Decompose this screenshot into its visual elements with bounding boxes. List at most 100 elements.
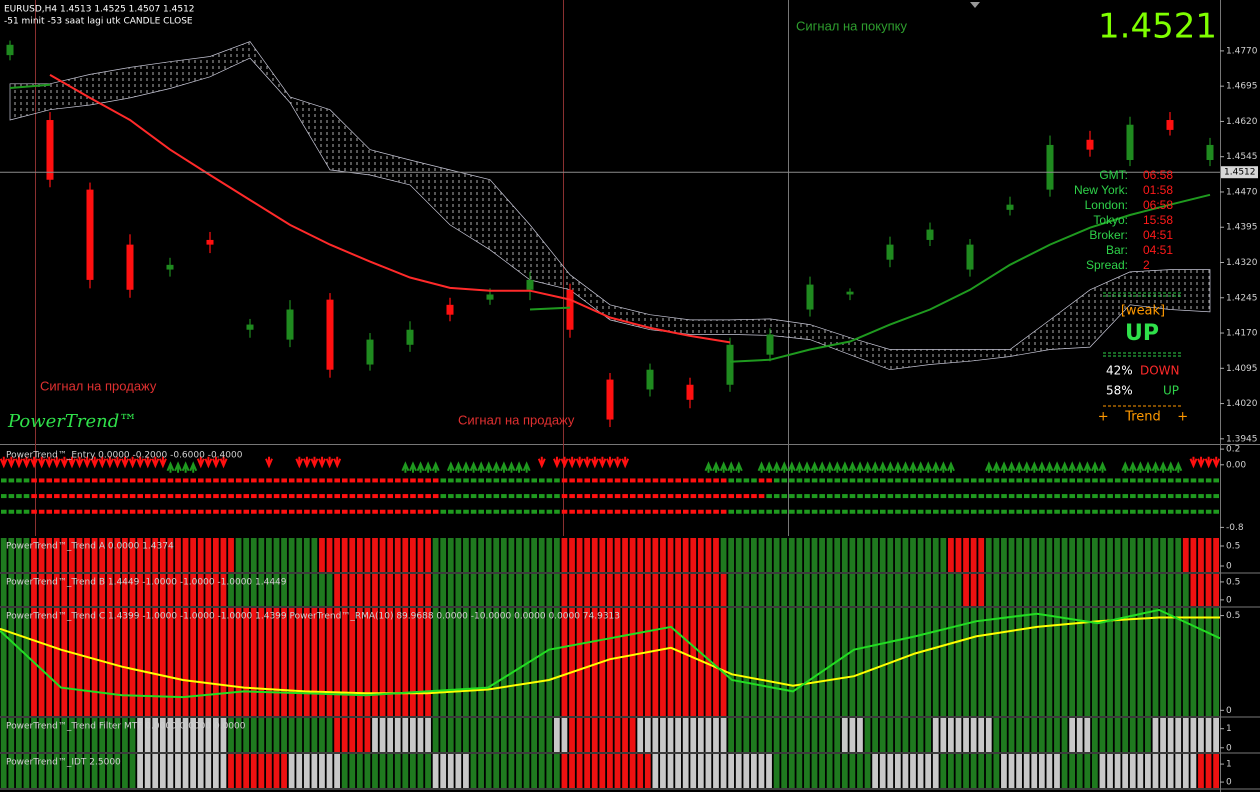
signal-dash (690, 509, 697, 514)
histogram-bar (152, 754, 159, 788)
histogram-bar (1061, 718, 1068, 752)
histogram-bar (493, 718, 500, 752)
signal-dash (1069, 494, 1076, 499)
signal-dash (16, 494, 22, 499)
signal-dash (531, 494, 538, 499)
histogram-bar (114, 538, 121, 572)
signal-dash (1054, 494, 1060, 499)
histogram-bar (379, 538, 386, 572)
histogram-bar (872, 574, 879, 606)
candle-body (606, 379, 614, 420)
signal-arrow (409, 461, 417, 473)
histogram-bar (425, 754, 431, 788)
histogram-bar (394, 754, 401, 788)
signal-dash (1039, 494, 1045, 499)
signal-arrow (105, 456, 114, 469)
indicator-line (0, 608, 1221, 699)
histogram-bar (326, 538, 333, 572)
signal-arrow (1174, 461, 1183, 473)
signal-dash (1023, 509, 1030, 514)
signal-dash (978, 509, 985, 514)
histogram-bar (311, 574, 318, 606)
histogram-bar (561, 574, 568, 606)
histogram-bar (220, 608, 227, 716)
histogram-bar (137, 574, 143, 606)
histogram-bar (402, 608, 409, 716)
histogram-bar (1198, 538, 1204, 572)
histogram-bar (811, 574, 818, 606)
histogram-bar (106, 754, 113, 788)
histogram-bar (902, 754, 909, 788)
histogram-bar (1046, 538, 1053, 572)
signal-dash (99, 478, 106, 483)
y-tick-label: 0 (1226, 743, 1232, 753)
histogram-bar (182, 538, 189, 572)
y-tick-label: 1.4470 (1226, 187, 1258, 197)
histogram-bar (1167, 574, 1174, 606)
signal-dash (1, 478, 7, 483)
histogram-bar (341, 608, 348, 716)
histogram-bar (220, 754, 227, 788)
histogram-bar (394, 574, 401, 606)
signal-dash (675, 509, 681, 514)
histogram-bar (1016, 608, 1022, 716)
histogram-bar (750, 608, 757, 716)
histogram-bar (0, 538, 7, 572)
histogram-bar (864, 574, 871, 606)
signal-dash (1137, 494, 1144, 499)
info-value: 06:58 (1143, 198, 1173, 212)
histogram-bar (129, 718, 136, 752)
signal-dash (743, 494, 750, 499)
histogram-bar (667, 608, 674, 716)
histogram-bar (500, 608, 507, 716)
signal-arrow (856, 461, 864, 473)
histogram-bar (447, 608, 454, 716)
signal-dash (281, 478, 287, 483)
signal-arrow (894, 461, 902, 473)
histogram-bar (743, 538, 750, 572)
signal-dash (61, 494, 68, 499)
histogram-bar (1190, 608, 1197, 716)
signal-dash (220, 509, 227, 514)
signal-arrow (499, 461, 508, 473)
histogram-bar (637, 754, 644, 788)
histogram-bar (788, 754, 795, 788)
histogram-bar (743, 718, 750, 752)
signal-dash (955, 509, 962, 514)
signal-dash (1175, 478, 1182, 483)
histogram-bar (1091, 754, 1098, 788)
histogram-bar (144, 538, 151, 572)
histogram-bar (1099, 608, 1106, 716)
signal-dash (645, 478, 651, 483)
histogram-bar (356, 574, 363, 606)
histogram-bar (978, 608, 985, 716)
signal-arrow (984, 461, 993, 473)
signal-dash (326, 494, 333, 499)
histogram-bar (91, 608, 98, 716)
histogram-bar (114, 754, 121, 788)
histogram-bar (516, 754, 522, 788)
histogram-bar (8, 608, 15, 716)
signal-dash (872, 509, 879, 514)
signal-dash (917, 478, 924, 483)
signal-dash (91, 494, 98, 499)
histogram-bar (1145, 718, 1151, 752)
signal-dash (864, 494, 871, 499)
histogram-bar (243, 574, 250, 606)
histogram-bar (334, 574, 340, 606)
histogram-bar (1175, 754, 1182, 788)
histogram-bar (758, 574, 765, 606)
histogram-bar (591, 574, 598, 606)
signal-dash (766, 509, 772, 514)
signal-dash (622, 509, 628, 514)
histogram-bar (23, 574, 30, 606)
histogram-bar (144, 718, 151, 752)
histogram-bar (796, 754, 803, 788)
histogram-bar (561, 538, 568, 572)
signal-dash (516, 478, 522, 483)
signal-dash (54, 509, 60, 514)
signal-dash (933, 478, 939, 483)
histogram-bar (356, 538, 363, 572)
histogram-bar (758, 754, 765, 788)
